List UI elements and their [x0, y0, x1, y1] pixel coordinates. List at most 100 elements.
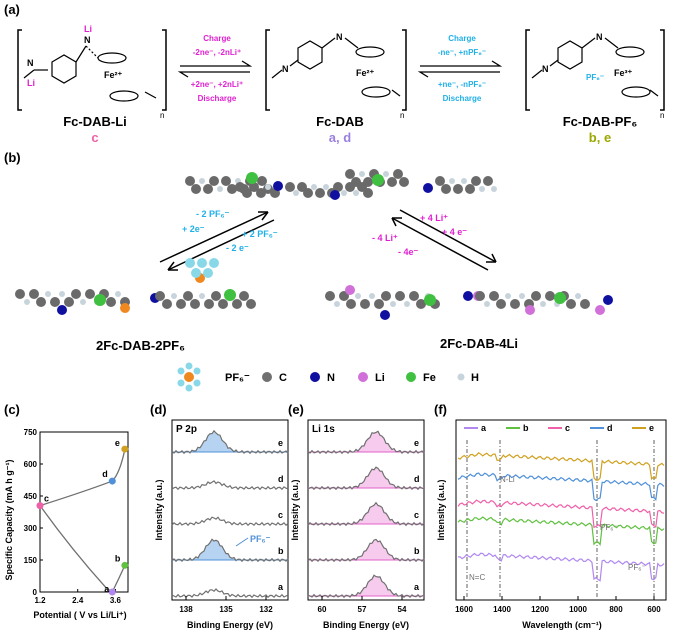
atom — [346, 299, 356, 309]
atom — [461, 178, 467, 184]
atom — [50, 297, 60, 307]
atom — [489, 291, 499, 301]
ftir-trace — [457, 552, 665, 582]
atom — [199, 178, 205, 184]
carbon-legend-dot — [262, 372, 272, 382]
atom — [395, 291, 405, 301]
atom — [540, 301, 546, 307]
atom — [399, 177, 409, 187]
li1s-xps-plot: Li 1s Intensity (a.u.) Binding Energy (e… — [290, 419, 425, 630]
point-label: d — [102, 469, 108, 479]
legend-label: e — [649, 423, 654, 433]
atom — [595, 305, 605, 315]
trace-label: a — [278, 582, 284, 592]
atom-legend: PF₆⁻ C N Li Fe H — [177, 362, 479, 392]
atom — [363, 188, 373, 198]
legend-label: c — [565, 423, 570, 433]
panel-b-molecules — [15, 169, 613, 320]
atom — [409, 291, 419, 301]
atom — [491, 186, 497, 192]
arrow-text: +ne⁻, -nPF₆⁻ — [437, 80, 487, 89]
lithium-legend-dot — [358, 372, 368, 382]
atom — [505, 293, 511, 299]
atom — [525, 305, 535, 315]
n-atom-label: N — [596, 32, 603, 42]
atom — [484, 301, 490, 307]
capacity-potential-plot: Specific Capacity (mA h g⁻¹) Potential (… — [4, 428, 129, 620]
compound-tag: c — [91, 130, 99, 145]
arrow-text: Charge — [203, 34, 231, 43]
spectrum-trace-b — [171, 538, 289, 563]
x-axis-label: Potential ( V vs Li/Li⁺) — [33, 610, 126, 620]
atom — [531, 291, 541, 301]
atom — [372, 174, 384, 186]
atom — [191, 268, 201, 278]
atom — [441, 184, 451, 194]
atom — [383, 171, 389, 177]
point-label: c — [44, 494, 49, 504]
spectrum-trace-e — [171, 429, 289, 455]
x-axis-label: Wavelength (cm⁻¹) — [522, 620, 601, 630]
atom — [345, 285, 355, 295]
atom — [465, 184, 475, 194]
panel-a-structures: N N Li Li Fe²⁺ N N Fe²⁺ N N Fe³⁺ PF₆⁻ n … — [17, 24, 665, 120]
arrow-text: Discharge — [197, 94, 237, 103]
atom — [80, 299, 86, 305]
x-tick-label: 135 — [219, 605, 233, 614]
atom — [381, 291, 391, 301]
ftir-trace — [457, 516, 665, 546]
arrow-text: Discharge — [442, 94, 482, 103]
atom — [224, 289, 236, 301]
spectrum-trace-b — [307, 538, 425, 563]
y-axis-label: Intensity (a.u.) — [154, 479, 164, 540]
atom — [185, 176, 195, 186]
x-tick-label: 57 — [358, 605, 367, 614]
atom — [36, 297, 46, 307]
atom — [575, 293, 581, 299]
atom — [351, 177, 361, 187]
data-point-c — [36, 502, 44, 510]
x-tick-label: 54 — [398, 605, 407, 614]
trace-label: c — [278, 510, 283, 520]
annotation-text: N=C — [469, 573, 485, 582]
x-tick-label: 3.6 — [110, 596, 122, 605]
spectrum-trace-d — [171, 480, 289, 491]
atom — [545, 291, 555, 301]
hydrogen-legend-dot — [457, 373, 465, 381]
ftir-trace — [457, 452, 665, 481]
atom — [64, 297, 74, 307]
x-tick-label: 600 — [647, 605, 661, 614]
atom — [217, 186, 223, 192]
atom — [387, 177, 397, 187]
atom — [355, 293, 361, 299]
atom — [374, 299, 384, 309]
legend-label: N — [327, 372, 335, 384]
legend-label: b — [523, 423, 529, 433]
n-atom-label: N — [336, 32, 343, 42]
panel-f-label: (f) — [434, 402, 447, 417]
atom — [191, 184, 201, 194]
li-atom-label: Li — [84, 24, 92, 34]
fe-atom-label: Fe²⁺ — [104, 70, 123, 80]
atom — [120, 303, 130, 313]
atom — [333, 182, 343, 192]
atom — [197, 258, 207, 268]
atom — [209, 176, 219, 186]
atom — [603, 295, 613, 305]
trace-label: e — [414, 438, 419, 448]
atom — [199, 293, 205, 299]
arrow-text: + 4 Li⁺ — [420, 213, 449, 223]
plot-title: P 2p — [176, 424, 197, 435]
y-axis-label: Intensity (a.u.) — [436, 479, 446, 540]
atom — [242, 188, 252, 198]
arrow-text: + 2 PF₆⁻ — [242, 229, 278, 239]
ftir-trace — [457, 499, 665, 529]
atom — [218, 299, 228, 309]
legend-label: a — [481, 423, 487, 433]
data-point-a — [108, 588, 116, 596]
iron-legend-dot — [406, 372, 416, 382]
legend-label: Li — [375, 372, 385, 384]
x-tick-label: 60 — [318, 605, 327, 614]
trace-label: d — [414, 474, 420, 484]
atom — [171, 293, 177, 299]
